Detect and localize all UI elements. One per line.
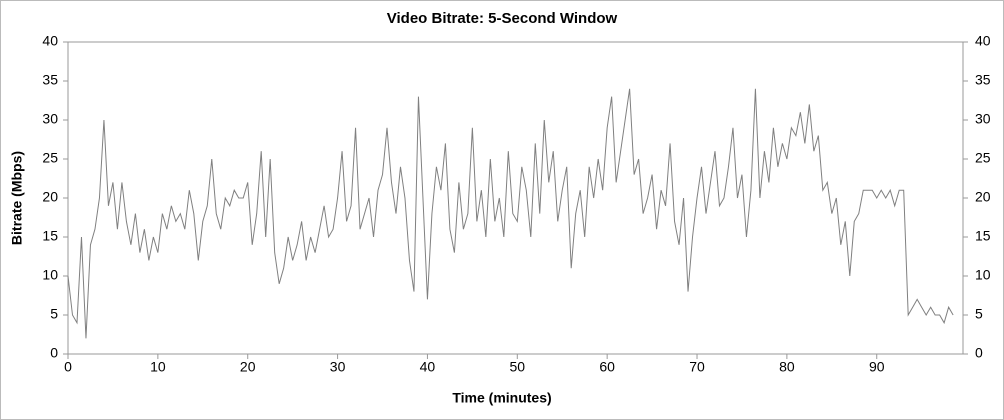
- x-axis-label: Time (minutes): [452, 390, 551, 406]
- x-tick-label: 50: [510, 359, 526, 375]
- y-tick-label: 40: [42, 33, 58, 49]
- y-tick-label: 30: [42, 111, 58, 127]
- y2-tick-label: 20: [975, 189, 991, 205]
- chart-title: Video Bitrate: 5-Second Window: [387, 10, 618, 27]
- y-tick-label: 10: [42, 267, 58, 283]
- y2-tick-label: 30: [975, 111, 991, 127]
- y2-tick-label: 5: [975, 306, 983, 322]
- y-tick-label: 20: [42, 189, 58, 205]
- y2-tick-label: 35: [975, 72, 991, 88]
- y-tick-label: 15: [42, 228, 58, 244]
- x-tick-label: 70: [689, 359, 705, 375]
- y-tick-label: 0: [50, 345, 58, 361]
- y-tick-label: 35: [42, 72, 58, 88]
- y-axis-label: Bitrate (Mbps): [9, 151, 25, 245]
- x-tick-label: 90: [869, 359, 885, 375]
- x-tick-label: 10: [150, 359, 166, 375]
- y2-tick-label: 25: [975, 150, 991, 166]
- y2-tick-label: 10: [975, 267, 991, 283]
- data-line: [67, 88, 954, 339]
- x-tick-label: 30: [330, 359, 346, 375]
- x-tick-label: 0: [64, 359, 72, 375]
- x-tick-label: 80: [779, 359, 795, 375]
- x-tick-label: 20: [240, 359, 256, 375]
- y2-tick-label: 0: [975, 345, 983, 361]
- x-tick-label: 40: [420, 359, 436, 375]
- y2-tick-label: 15: [975, 228, 991, 244]
- x-tick-label: 60: [599, 359, 615, 375]
- y-tick-label: 25: [42, 150, 58, 166]
- y-tick-label: 5: [50, 306, 58, 322]
- y2-tick-label: 40: [975, 33, 991, 49]
